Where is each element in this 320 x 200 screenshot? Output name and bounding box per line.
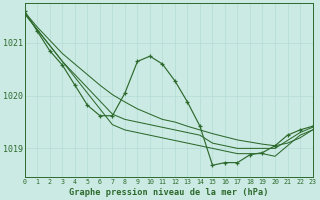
X-axis label: Graphe pression niveau de la mer (hPa): Graphe pression niveau de la mer (hPa) — [69, 188, 268, 197]
